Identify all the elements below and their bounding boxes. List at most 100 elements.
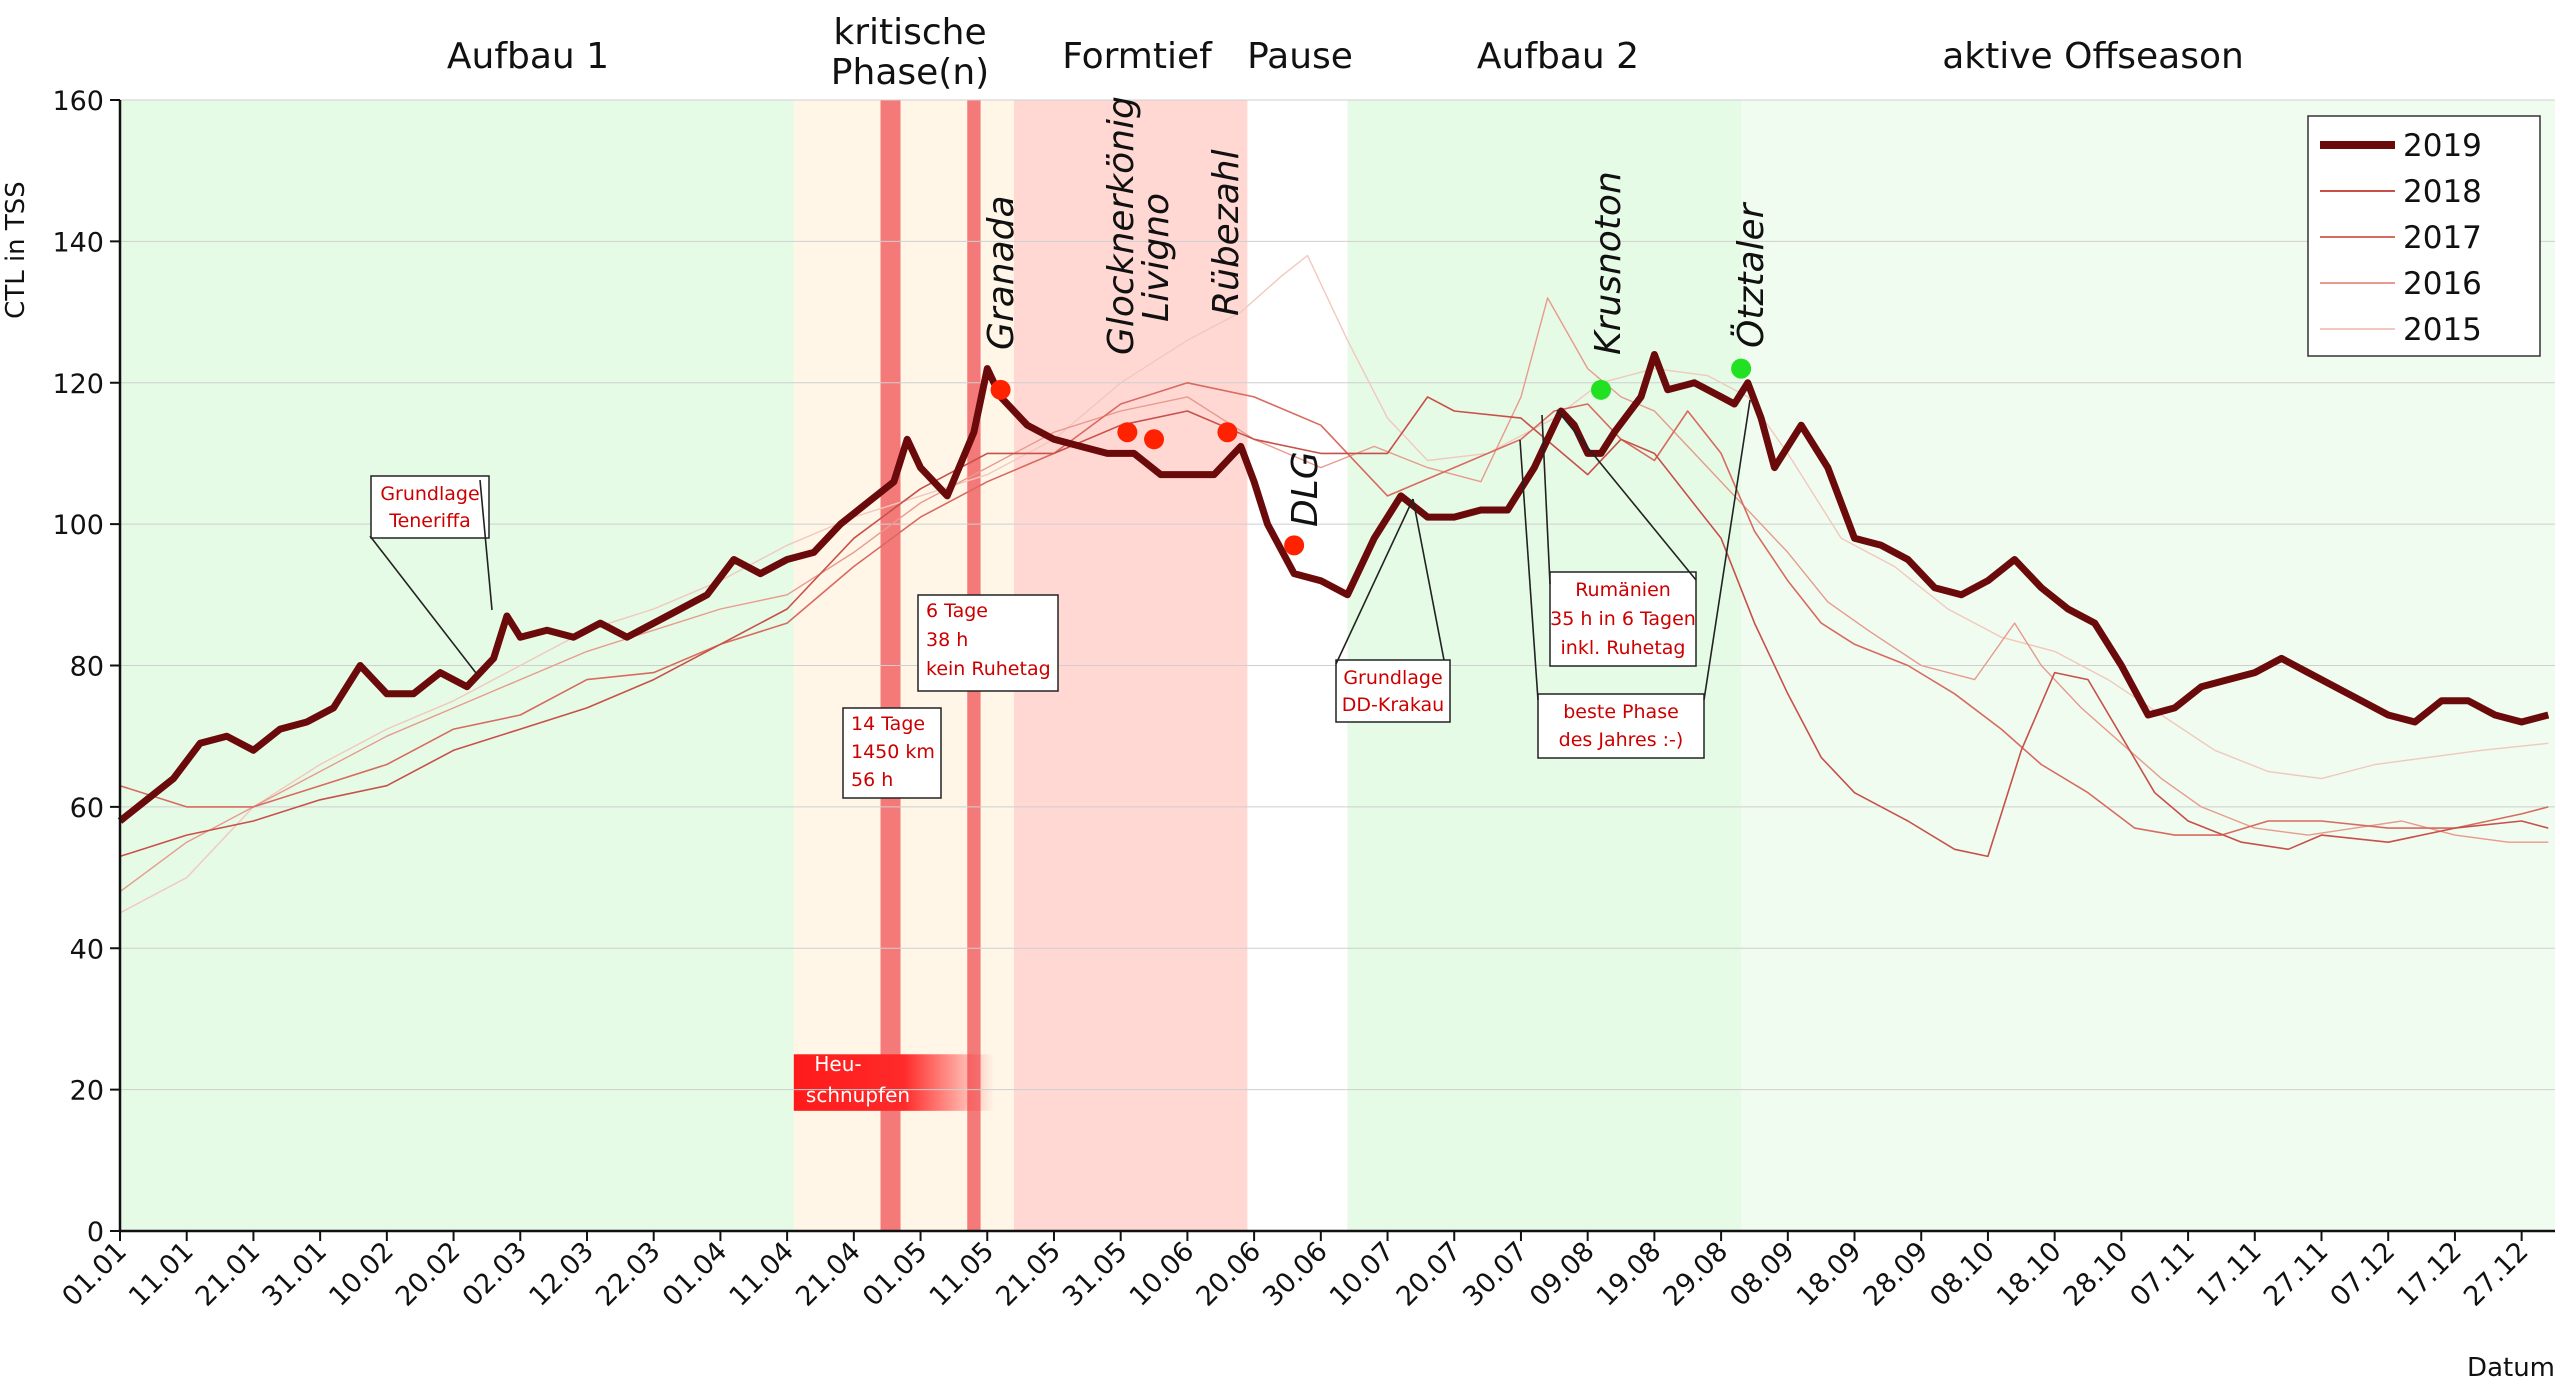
event-label-krusnoton: Krusnoton (1588, 171, 1629, 355)
note-text: Teneriffa (388, 510, 471, 532)
x-axis-title: Datum (2467, 1353, 2555, 1383)
event-label-granada: Granada (981, 195, 1022, 350)
phase-label-aufbau1: Aufbau 1 (447, 36, 609, 77)
legend-label-2016: 2016 (2403, 266, 2482, 302)
event-label-ruebezahl: Rübezahl (1206, 149, 1247, 316)
x-tick-label: 21.05 (990, 1236, 1067, 1313)
x-tick-label: 10.02 (323, 1236, 400, 1313)
note-grundlage-teneriffa: Grundlage Teneriffa (370, 475, 490, 539)
note-14-tage: 14 Tage 1450 km 56 h (842, 707, 942, 799)
note-text: 38 h (926, 629, 968, 651)
event-label-glocknerkoenig: Glocknerkönig (1101, 96, 1142, 355)
x-tick-label: 10.07 (1324, 1236, 1401, 1313)
phase-label-kritisch-1: kritische (833, 12, 986, 53)
x-tick-label: 11.05 (924, 1236, 1001, 1313)
x-tick-label: 07.11 (2124, 1236, 2201, 1313)
y-tick-label: 80 (70, 652, 104, 683)
illness-label-2: schnupfen (806, 1083, 910, 1107)
x-tick-label: 17.12 (2391, 1236, 2468, 1313)
x-tick-label: 20.06 (1190, 1236, 1267, 1313)
x-tick-label: 08.10 (1924, 1236, 2001, 1313)
note-text: 1450 km (851, 741, 935, 763)
x-tick-label: 30.06 (1257, 1236, 1334, 1313)
phase-label-kritisch-2: Phase(n) (831, 52, 989, 93)
series-line-2018 (119, 396, 2549, 858)
legend-label-2019: 2019 (2403, 128, 2482, 164)
x-tick-label: 21.04 (790, 1236, 867, 1313)
x-tick-label: 31.05 (1057, 1236, 1134, 1313)
x-tick-label: 20.07 (1391, 1236, 1468, 1313)
legend-label-2018: 2018 (2403, 174, 2482, 210)
x-tick-label: 20.02 (390, 1236, 467, 1313)
y-tick-label: 20 (70, 1076, 104, 1107)
note-text: beste Phase (1563, 701, 1679, 723)
x-tick-label: 28.10 (2058, 1236, 2135, 1313)
x-tick-label: 02.03 (457, 1236, 534, 1313)
x-tick-label: 11.04 (723, 1236, 800, 1313)
legend: 2019 2018 2017 2016 2015 (2307, 115, 2541, 357)
note-text: 56 h (851, 769, 893, 791)
illness-bar (793, 1054, 994, 1111)
y-axis-title: CTL in TSS (1, 181, 31, 319)
y-tick-label: 140 (52, 227, 104, 258)
note-text: des Jahres :-) (1559, 729, 1684, 751)
x-tick-label: 10.06 (1124, 1236, 1201, 1313)
y-tick-label: 60 (70, 793, 104, 824)
x-tick-label: 18.10 (1991, 1236, 2068, 1313)
legend-label-2015: 2015 (2403, 312, 2482, 348)
x-tick-label: 21.01 (190, 1236, 267, 1313)
x-tick-label: 28.09 (1858, 1236, 1935, 1313)
y-tick-label: 100 (52, 510, 104, 541)
note-grundlage-dd-krakau: Grundlage DD-Krakau (1335, 659, 1451, 723)
note-text: inkl. Ruhetag (1561, 637, 1686, 659)
series-line-2017 (119, 382, 2549, 836)
event-label-dlg: DLG (1285, 451, 1326, 527)
x-tick-label: 18.09 (1791, 1236, 1868, 1313)
event-marker-4 (1284, 535, 1305, 556)
note-text: Rumänien (1575, 579, 1671, 601)
note-text: Grundlage (1343, 667, 1442, 689)
series-line-2019 (117, 351, 2550, 824)
x-tick-label: 19.08 (1591, 1236, 1668, 1313)
legend-label-2017: 2017 (2403, 220, 2482, 256)
x-tick-label: 29.08 (1657, 1236, 1734, 1313)
y-tick-label: 40 (70, 934, 104, 965)
note-text: 35 h in 6 Tagen (1550, 608, 1696, 630)
note-text: Grundlage (380, 483, 479, 505)
x-tick-label: 07.12 (2325, 1236, 2402, 1313)
x-tick-label: 01.05 (857, 1236, 934, 1313)
note-text: 14 Tage (851, 713, 925, 735)
x-tick-label: 27.12 (2458, 1236, 2535, 1313)
phase-label-aufbau2: Aufbau 2 (1477, 36, 1639, 77)
event-marker-6 (1731, 358, 1752, 379)
event-label-oetztaler: Ötztaler (1730, 201, 1772, 348)
x-tick-label: 30.07 (1457, 1236, 1534, 1313)
event-marker-1 (1117, 422, 1138, 443)
x-tick-label: 27.11 (2258, 1236, 2335, 1313)
event-marker-0 (990, 379, 1011, 400)
event-label-livigno: Livigno (1136, 193, 1177, 322)
phase-label-offseason: aktive Offseason (1942, 36, 2244, 77)
y-tick-label: 160 (52, 86, 104, 117)
x-tick-label: 17.11 (2191, 1236, 2268, 1313)
x-tick-label: 11.01 (123, 1236, 200, 1313)
event-marker-2 (1144, 429, 1165, 450)
x-tick-label: 12.03 (523, 1236, 600, 1313)
note-text: DD-Krakau (1342, 694, 1444, 716)
note-beste-phase: beste Phase des Jahres :-) (1537, 693, 1705, 759)
note-text: 6 Tage (926, 600, 988, 622)
x-tick-label: 09.08 (1524, 1236, 1601, 1313)
x-tick-label: 31.01 (257, 1236, 334, 1313)
note-6-tage: 6 Tage 38 h kein Ruhetag (917, 594, 1059, 692)
x-tick-label: 22.03 (590, 1236, 667, 1313)
illness-label-1: Heu- (814, 1052, 861, 1076)
note-rumaenien: Rumänien 35 h in 6 Tagen inkl. Ruhetag (1549, 571, 1697, 667)
x-tick-label: 08.09 (1724, 1236, 1801, 1313)
note-text: kein Ruhetag (926, 658, 1051, 680)
event-marker-3 (1217, 422, 1238, 443)
note-leader-lines (369, 399, 1751, 701)
y-tick-label: 120 (52, 369, 104, 400)
y-tick-label: 0 (87, 1217, 104, 1248)
